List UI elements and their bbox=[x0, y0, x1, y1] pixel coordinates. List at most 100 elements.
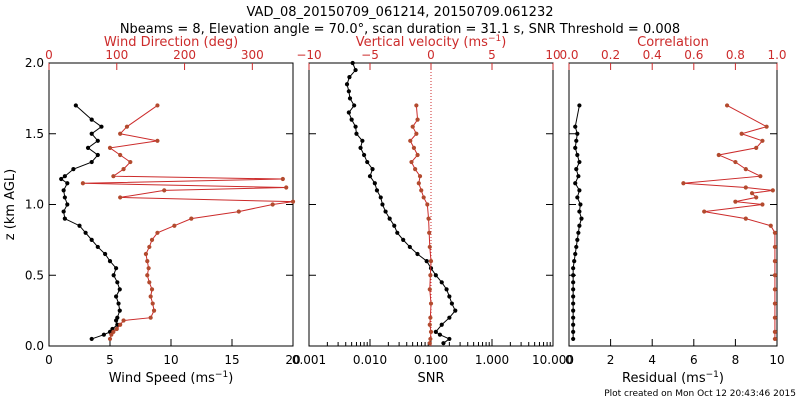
snr-snr-point bbox=[354, 131, 359, 136]
snr-vertical-velocity-point bbox=[428, 301, 434, 306]
residual-correlation-point bbox=[716, 152, 721, 158]
residual-correlation-point bbox=[772, 244, 778, 250]
residual-bottom-tick-label: 6 bbox=[690, 353, 698, 367]
snr-snr-point bbox=[361, 152, 367, 158]
wind-wind-speed-point bbox=[65, 202, 70, 207]
residual-residual-point bbox=[577, 159, 582, 165]
wind-wind-direction-point bbox=[172, 223, 177, 228]
snr-snr-point bbox=[383, 209, 388, 214]
wind-wind-direction-point bbox=[118, 195, 123, 200]
residual-bottom-tick-label: 8 bbox=[732, 353, 740, 367]
snr-snr-point bbox=[374, 188, 380, 193]
wind-wind-direction-point bbox=[107, 145, 113, 150]
wind-wind-direction-point bbox=[80, 181, 85, 186]
residual-residual-point bbox=[577, 209, 582, 214]
wind-wind-direction-point bbox=[284, 185, 289, 190]
snr-snr-point bbox=[449, 301, 454, 306]
snr-bottom-tick-label: 1.000 bbox=[475, 353, 509, 367]
wind-top-tick-label: 200 bbox=[173, 48, 196, 62]
wind-wind-direction-point bbox=[145, 273, 150, 278]
residual-correlation-point bbox=[681, 181, 686, 186]
residual-top-tick-label: 1.0 bbox=[767, 48, 786, 62]
snr-vertical-velocity-line bbox=[409, 105, 432, 344]
snr-bottom-tick-label: 10.000 bbox=[532, 353, 574, 367]
snr-snr-point bbox=[344, 82, 350, 87]
wind-wind-direction-point bbox=[111, 329, 116, 334]
residual-correlation-point bbox=[754, 195, 759, 200]
residual-bottom-tick-label: 10 bbox=[769, 353, 784, 367]
snr-snr-point bbox=[349, 117, 354, 122]
wind-wind-speed-point bbox=[71, 167, 76, 172]
wind-wind-speed-point bbox=[95, 152, 100, 158]
wind-wind-direction-point bbox=[114, 326, 119, 332]
wind-wind-direction-line bbox=[82, 105, 294, 340]
snr-snr-point bbox=[439, 280, 444, 285]
residual-residual-point bbox=[571, 336, 576, 342]
wind-wind-direction-point bbox=[148, 294, 153, 299]
residual-correlation-point bbox=[739, 131, 744, 136]
wind-bottom-tick-label: 10 bbox=[163, 353, 178, 367]
snr-vertical-velocity-point bbox=[428, 273, 433, 278]
snr-snr-point bbox=[347, 96, 353, 101]
residual-correlation-point bbox=[772, 329, 778, 334]
residual-residual-point bbox=[571, 273, 576, 278]
wind-wind-speed-point bbox=[85, 145, 91, 150]
snr-top-tick-label: 10 bbox=[545, 48, 560, 62]
snr-vertical-velocity-point bbox=[428, 336, 433, 342]
snr-snr-point bbox=[387, 216, 392, 221]
residual-correlation-point bbox=[743, 167, 748, 172]
residual-correlation-point bbox=[772, 336, 778, 342]
wind-wind-direction-point bbox=[280, 176, 285, 182]
residual-correlation-point bbox=[733, 159, 738, 165]
snr-top-tick-label: −10 bbox=[296, 48, 321, 62]
snr-vertical-velocity-point bbox=[425, 202, 430, 207]
snr-snr-point bbox=[395, 230, 400, 235]
wind-wind-direction-point bbox=[121, 167, 126, 172]
wind-wind-direction-point bbox=[150, 301, 155, 306]
wind-wind-direction-point bbox=[143, 251, 149, 257]
snr-vertical-velocity-point bbox=[427, 322, 432, 327]
snr-bottom-axis-label: SNR bbox=[417, 371, 444, 386]
snr-snr-point bbox=[352, 103, 357, 108]
plot-created-footer: Plot created on Mon Oct 12 20:43:46 2015 bbox=[604, 389, 796, 399]
residual-correlation-point bbox=[770, 188, 775, 193]
snr-snr-point bbox=[346, 110, 351, 115]
snr-snr-point bbox=[392, 223, 397, 228]
wind-wind-direction-point bbox=[155, 138, 160, 143]
residual-correlation-point bbox=[702, 209, 707, 214]
chart-title-line2: Nbeams = 8, Elevation angle = 70.0°, sca… bbox=[120, 22, 680, 37]
wind-wind-speed-point bbox=[114, 294, 119, 299]
wind-wind-speed-point bbox=[115, 280, 120, 285]
wind-wind-direction-point bbox=[149, 237, 155, 242]
residual-residual-point bbox=[571, 294, 576, 299]
wind-wind-speed-point bbox=[77, 223, 82, 228]
residual-residual-point bbox=[573, 251, 578, 257]
residual-correlation-point bbox=[758, 174, 763, 179]
wind-wind-direction-point bbox=[162, 188, 167, 193]
residual-residual-point bbox=[576, 230, 581, 235]
snr-snr-point bbox=[365, 159, 370, 165]
wind-top-tick-label: 100 bbox=[105, 48, 128, 62]
snr-top-axis-label: Vertical velocity (ms−1) bbox=[356, 34, 507, 50]
wind-wind-direction-point bbox=[118, 322, 123, 327]
snr-snr-point bbox=[447, 315, 452, 320]
snr-bottom-tick-label: 0.001 bbox=[292, 353, 326, 367]
wind-top-tick-label: 0 bbox=[45, 48, 53, 62]
residual-residual-point bbox=[575, 195, 580, 200]
snr-vertical-velocity-point bbox=[416, 181, 421, 186]
wind-wind-speed-point bbox=[117, 287, 122, 292]
snr-vertical-velocity-point bbox=[414, 131, 419, 136]
wind-wind-direction-point bbox=[118, 152, 123, 158]
wind-wind-direction-point bbox=[155, 230, 160, 235]
residual-bottom-axis-label: Residual (ms−1) bbox=[622, 370, 724, 386]
residual-residual-point bbox=[571, 266, 576, 271]
residual-correlation-line bbox=[683, 105, 776, 339]
snr-snr-point bbox=[439, 322, 444, 327]
residual-correlation-point bbox=[760, 138, 765, 143]
residual-correlation-point bbox=[772, 287, 778, 292]
residual-residual-point bbox=[571, 301, 576, 306]
wind-wind-direction-point bbox=[236, 209, 241, 214]
snr-vertical-velocity-point bbox=[428, 259, 434, 264]
snr-vertical-velocity-point bbox=[415, 117, 420, 122]
wind-wind-direction-point bbox=[128, 159, 133, 165]
